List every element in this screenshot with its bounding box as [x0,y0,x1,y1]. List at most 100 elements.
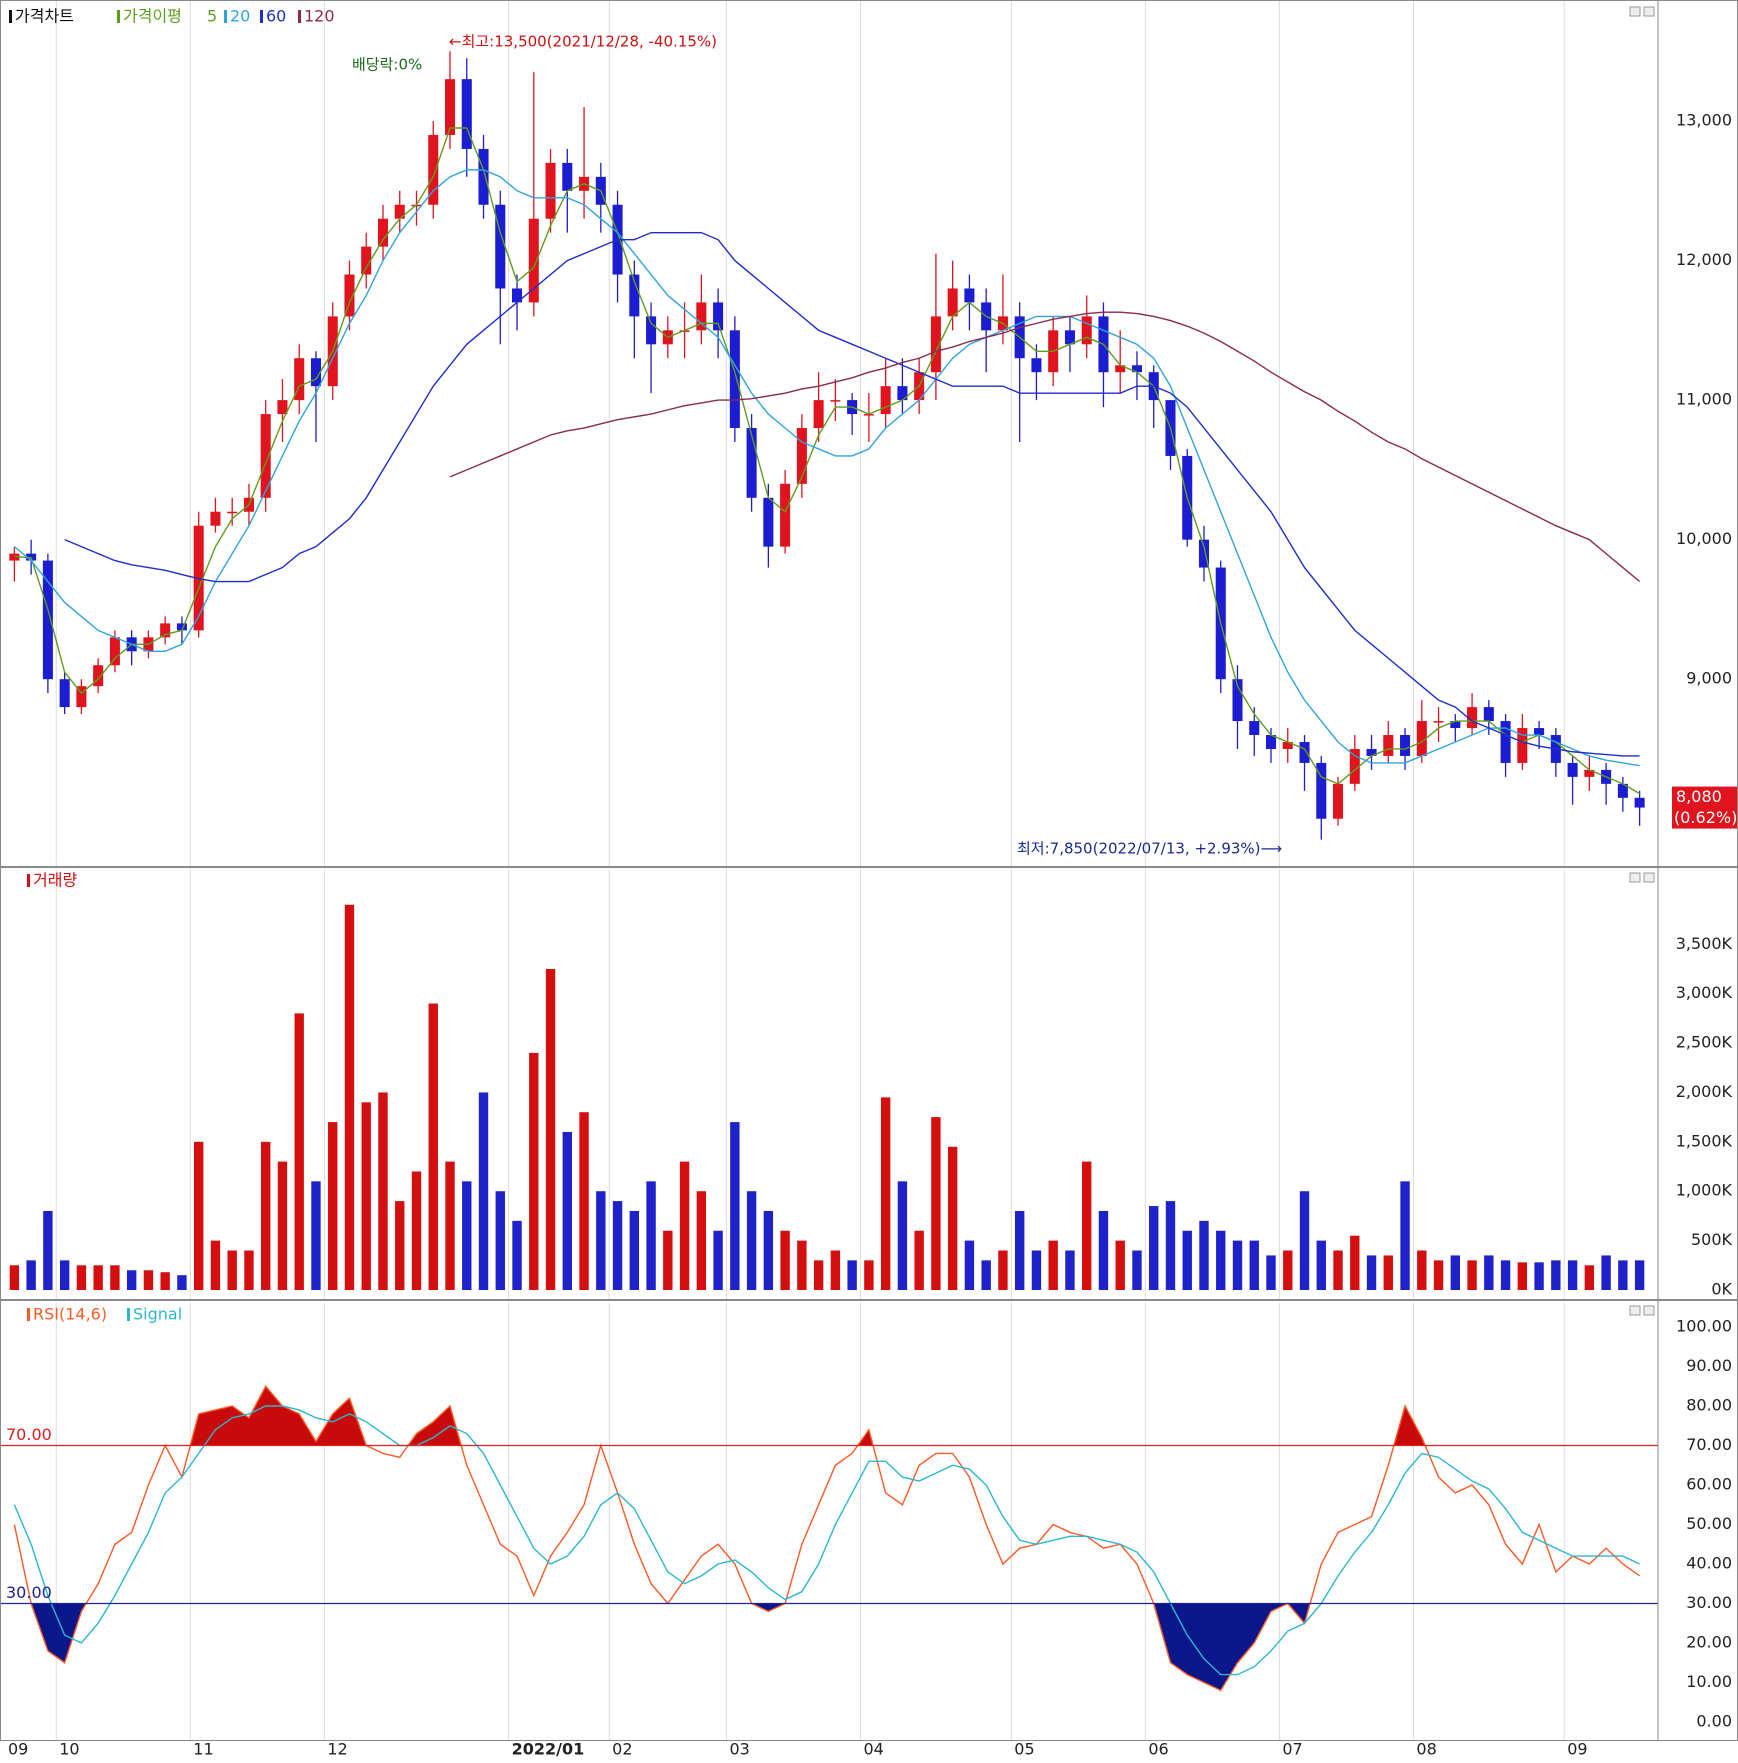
legend-marker [9,10,12,23]
volume-bar [1165,1201,1176,1290]
volume-bar [478,1092,489,1290]
volume-bar [311,1181,321,1290]
volume-bar [1634,1260,1645,1290]
volume-bar [1584,1265,1595,1290]
volume-bar [59,1260,70,1290]
candle-body [1064,330,1075,345]
candle-body [176,623,187,631]
volume-bar [1333,1250,1343,1290]
volume-bar [93,1265,103,1290]
volume-bar [244,1250,254,1290]
candle-body [1500,721,1511,763]
moving-average-line [14,127,1640,795]
y-tick-label: 3,000K [1676,983,1733,1002]
candle-body [880,386,891,415]
dividend-annotation: 배당락:0% [352,56,422,74]
close-button[interactable] [1643,872,1655,883]
candle-body [1433,721,1444,723]
volume-bar [1082,1161,1092,1290]
volume-bar [596,1191,606,1290]
volume-bar [1115,1240,1125,1290]
volume-bar [110,1265,120,1290]
candle-body [1316,762,1327,819]
candle-body [377,218,389,247]
volume-bar [1132,1250,1142,1290]
candle-body [59,679,70,708]
candle-body [780,483,791,547]
legend-marker [27,874,30,887]
volume-bar [797,1240,807,1290]
volume-bar [981,1260,991,1290]
y-tick-label: 500K [1691,1230,1733,1249]
candle-body [796,428,807,484]
volume-bar [512,1220,522,1290]
volume-bar [495,1191,505,1290]
y-tick-label: 100.00 [1676,1317,1732,1336]
candle-body [1534,728,1545,736]
candle-body [1416,721,1427,756]
volume-bar [746,1191,757,1290]
candle-body [1584,769,1595,777]
x-tick-label: 10 [59,1740,79,1759]
volume-bar [328,1122,338,1290]
volume-bar [160,1272,170,1290]
high-annotation: ←최고:13,500(2021/12/28, -40.15%) [449,33,717,51]
y-tick-label: 80.00 [1686,1396,1732,1415]
volume-bar [344,904,355,1290]
candle-body [344,274,355,317]
marks-layer [1,51,1658,1692]
volume-bar [1316,1240,1326,1290]
x-tick-label: 08 [1416,1740,1436,1759]
candle-body [478,148,489,205]
candle-body [528,218,539,303]
volume-bar [1299,1191,1310,1290]
grid-layer [55,1,1565,1740]
candle-body [294,358,305,401]
volume-bar [361,1102,371,1290]
volume-bar [629,1210,640,1290]
last-price-change: (0.62%) [1674,808,1737,827]
close-button[interactable] [1643,1305,1655,1316]
y-tick-label: 90.00 [1686,1356,1732,1375]
candle-body [1567,762,1578,777]
volume-bar [646,1181,656,1290]
volume-bar [1065,1250,1075,1290]
y-tick-label: 10.00 [1686,1672,1732,1691]
volume-bar [1400,1181,1410,1290]
x-tick-label: 04 [864,1740,884,1759]
y-tick-label: 70.00 [1686,1435,1732,1454]
volume-bar [830,1250,841,1290]
candle-body [646,316,657,345]
rsi-line [13,1405,1640,1676]
y-tick-label: 3,500K [1676,934,1733,953]
candle-body [1634,797,1645,808]
candle-body [1517,728,1528,763]
volume-bar [1517,1262,1528,1290]
volume-bar [294,1013,304,1290]
volume-bar [177,1275,187,1290]
volume-bar [378,1092,388,1290]
volume-bar [227,1250,237,1290]
moving-average-line [64,231,1640,757]
moving-average-line [449,311,1641,583]
candle-body [109,637,120,666]
candle-body [444,79,456,135]
volume-bar [1048,1240,1058,1290]
minimize-button[interactable] [1629,872,1641,883]
legend-label: RSI(14,6) [33,1305,107,1324]
panel-title: 가격차트 [15,7,74,26]
candle-body [830,400,841,402]
volume-bar [545,968,556,1290]
close-button[interactable] [1643,6,1655,17]
minimize-button[interactable] [1629,1305,1641,1316]
y-tick-label: 10,000 [1676,529,1732,548]
volume-bar [1098,1210,1109,1290]
candle-body [1249,721,1260,736]
volume-bar [1601,1255,1611,1290]
candle-body [495,204,506,289]
volume-bar [126,1270,137,1290]
minimize-button[interactable] [1629,6,1641,17]
legend-label: 20 [230,7,250,26]
candle-body [512,288,523,303]
last-price-label: 8,080 [1676,787,1722,806]
